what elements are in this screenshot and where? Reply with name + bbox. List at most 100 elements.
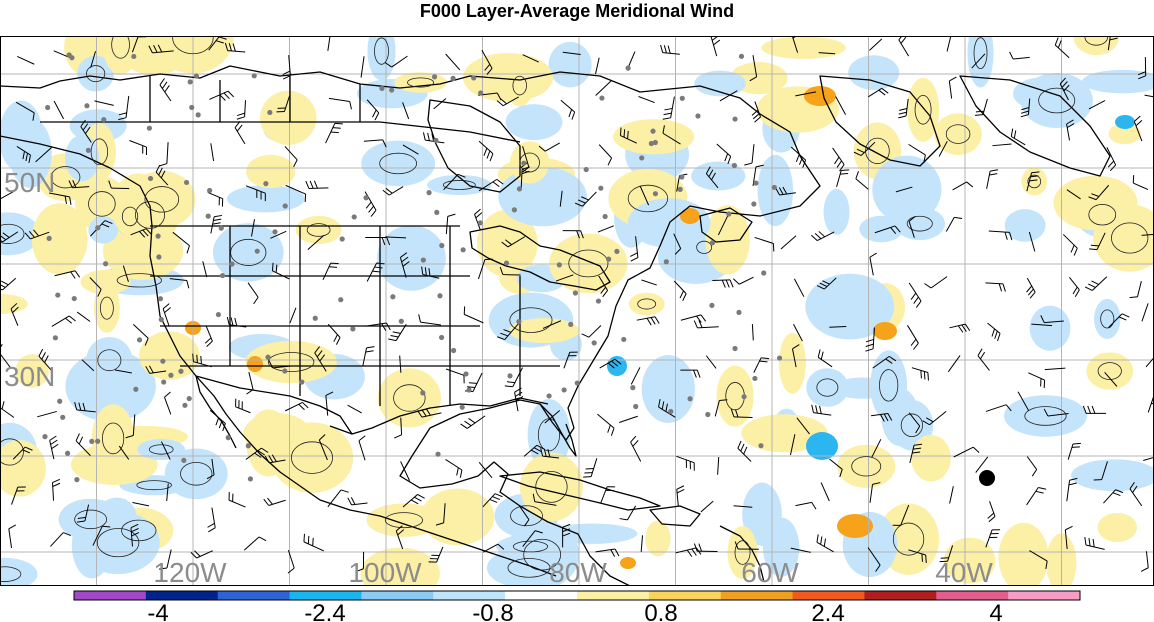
wind-barb: [676, 455, 695, 471]
wind-barb: [385, 236, 407, 239]
wind-contour: [86, 65, 106, 83]
positive-wind-area: [245, 340, 337, 384]
wind-contour: [50, 166, 81, 189]
wind-contour: [144, 186, 180, 213]
positive-wind-area: [943, 537, 996, 584]
colorbar-tick-neg0-8: -0.8: [472, 600, 513, 622]
negative-wind-area: [641, 355, 695, 423]
wind-barb: [245, 185, 266, 202]
wind-barb: [1129, 481, 1143, 507]
wind-barb: [538, 142, 561, 152]
wind-barb: [597, 225, 614, 233]
wind-barb: [92, 525, 111, 546]
strong-positive-core: [837, 514, 873, 538]
wind-contour: [180, 461, 213, 486]
wind-barb: [478, 178, 504, 192]
wind-barb: [496, 96, 519, 107]
station-dot: [207, 187, 213, 194]
wind-barb: [938, 140, 948, 157]
strong-positive-core: [620, 557, 636, 569]
station-dot: [338, 297, 344, 303]
station-dot: [299, 379, 305, 385]
wind-barb: [811, 404, 832, 416]
wind-contour: [1097, 362, 1122, 380]
station-dot: [46, 235, 52, 241]
station-dot: [312, 315, 318, 321]
wind-barb: [285, 184, 307, 203]
station-dot: [225, 435, 231, 441]
wind-barb: [1054, 37, 1070, 59]
station-dot: [709, 302, 715, 308]
positive-wind-area: [508, 318, 579, 344]
positive-wind-area: [1108, 123, 1141, 145]
wind-barb: [835, 96, 847, 115]
wind-contour: [379, 152, 418, 175]
wind-barb: [504, 367, 523, 388]
wind-barb: [793, 324, 803, 342]
large-marker-dot: [979, 470, 995, 486]
station-dot: [606, 256, 612, 262]
negative-wind-area: [427, 174, 492, 196]
wind-barb: [1029, 550, 1048, 570]
wind-barb: [276, 95, 291, 113]
florida: [539, 403, 577, 457]
wind-barb: [560, 99, 576, 120]
colorbar-cell: [1008, 591, 1081, 600]
wind-contour: [393, 384, 426, 412]
negative-wind-area: [527, 399, 571, 471]
wind-barb: [224, 42, 246, 53]
us-canada-border: [40, 121, 521, 143]
positive-wind-area: [377, 368, 441, 428]
negative-wind-area: [870, 350, 908, 421]
station-dot: [178, 368, 184, 374]
wind-barb: [892, 504, 910, 526]
station-dot: [652, 191, 659, 197]
wind-barb: [327, 323, 341, 345]
wind-contour: [892, 522, 925, 556]
wind-barb: [395, 525, 405, 550]
station-dot: [339, 236, 345, 242]
station-dot: [460, 247, 466, 253]
station-dot: [437, 293, 443, 299]
wind-barb: [522, 54, 539, 63]
negative-wind-area: [361, 140, 436, 187]
wind-barb: [712, 279, 734, 288]
station-dot: [157, 296, 164, 302]
coastlines-and-borders: [0, 65, 1111, 586]
station-dot: [350, 326, 356, 332]
wind-contour: [96, 528, 140, 558]
wind-barb: [949, 323, 971, 333]
wind-contour: [535, 471, 568, 503]
wind-barb: [660, 44, 680, 55]
wind-barb: [908, 282, 922, 308]
wind-barb: [1103, 489, 1124, 504]
wind-barb: [327, 36, 331, 51]
station-dot: [247, 476, 254, 482]
wind-barb: [89, 277, 102, 297]
positive-wind-area: [934, 113, 982, 155]
wind-barb: [263, 497, 286, 506]
wind-barb: [307, 234, 325, 250]
wind-barb: [270, 230, 287, 239]
wind-barb: [818, 52, 836, 55]
wind-barb: [364, 191, 377, 217]
wind-barb: [1108, 313, 1130, 329]
wind-barb: [384, 55, 408, 68]
wind-barb: [811, 231, 835, 242]
wind-contour: [510, 505, 543, 527]
wind-barb: [226, 316, 247, 328]
wind-barb: [680, 369, 701, 378]
wind-barb: [705, 355, 717, 369]
wind-barb: [1145, 356, 1154, 368]
station-dot: [753, 180, 759, 186]
wind-barb: [939, 545, 954, 563]
wind-barb: [50, 532, 71, 547]
station-dot: [561, 387, 567, 393]
wind-barb: [204, 325, 213, 347]
wind-contour: [696, 240, 713, 254]
station-dot: [595, 298, 602, 304]
wind-barb: [791, 344, 800, 368]
station-dot: [95, 225, 101, 231]
wind-barb: [482, 493, 503, 508]
wind-contour: [519, 152, 540, 173]
